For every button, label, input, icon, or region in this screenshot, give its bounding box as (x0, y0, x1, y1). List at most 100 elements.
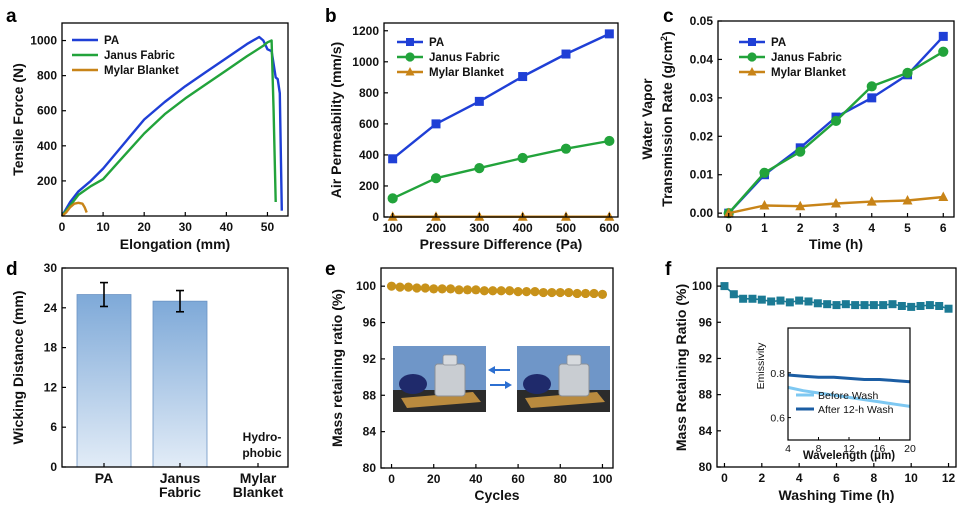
b-ytick-label: 200 (359, 179, 379, 193)
d-ytick-label: 18 (44, 341, 58, 355)
c-ytick-label: 0.03 (690, 91, 714, 105)
bar (152, 300, 208, 468)
inset-series-0 (787, 385, 911, 408)
inset-xtick-label: 12 (843, 443, 855, 455)
inset-series-1 (787, 373, 911, 384)
inset-xtick-label: 16 (874, 443, 886, 455)
e-xtick-label: 60 (511, 472, 525, 486)
e-xtick-label: 80 (554, 472, 568, 486)
f-xtick-label: 12 (942, 471, 956, 485)
x-axis-label: Cycles (474, 487, 519, 503)
data-point (547, 287, 557, 298)
series-pa-point (604, 29, 614, 39)
data-point (555, 287, 565, 298)
f-ytick-label: 88 (699, 388, 713, 402)
d-ytick-label: 0 (50, 460, 57, 474)
f-ytick-label: 96 (699, 315, 713, 329)
y-axis-label: Mass Retaining Ratio (%) (673, 284, 689, 451)
x-axis-label: Pressure Difference (Pa) (420, 236, 583, 252)
data-point (513, 287, 523, 297)
legend-c-label: PA (771, 37, 786, 49)
a-xtick-label: 10 (96, 220, 110, 234)
b-ytick-label: 0 (372, 210, 379, 224)
a-xtick-label: 0 (59, 220, 66, 234)
data-point (841, 300, 850, 309)
a-ytick-label: 600 (37, 104, 57, 118)
series-janus-fabric-point (517, 152, 528, 164)
panel-label-c: c (663, 6, 674, 27)
data-point (530, 287, 540, 297)
e-xtick-label: 20 (427, 472, 441, 486)
hydrophobic-note: phobic (242, 446, 282, 460)
c-xtick-label: 1 (761, 221, 768, 235)
data-point (720, 282, 729, 291)
y-axis-label: Tensile Force (N) (10, 63, 26, 176)
hydrophobic-note: Hydro- (243, 430, 282, 444)
photo-weight (558, 363, 590, 397)
inset-background (788, 328, 910, 440)
legend-b-marker (405, 67, 415, 76)
f-xtick-label: 10 (905, 471, 919, 485)
data-point (813, 299, 822, 308)
data-point (795, 296, 804, 305)
series-janus-fabric-point (759, 167, 770, 178)
data-point (907, 302, 916, 311)
x-axis-label: Time (h) (809, 236, 863, 252)
c-ytick-label: 0.05 (690, 14, 714, 28)
photo-glove (399, 374, 427, 394)
series-janus-fabric-point (604, 135, 615, 147)
legend-b-label: Janus Fabric (429, 52, 501, 64)
data-point (832, 301, 841, 310)
axes-a-frame (61, 22, 289, 217)
inset-y-axis-label: Emissivity (755, 342, 767, 389)
data-point (412, 283, 422, 293)
d-ytick-label: 24 (44, 301, 58, 315)
y-axis-label-line2: Transmission Rate (g/cm2) (659, 31, 675, 206)
a-ytick-label: 400 (37, 139, 57, 153)
series-janus-fabric (392, 139, 610, 200)
d-ytick-label: 30 (44, 261, 58, 275)
b-ytick-label: 600 (359, 117, 379, 131)
y-axis-label-sup: 2 (659, 36, 669, 41)
data-point (420, 283, 430, 293)
data-point (597, 289, 608, 299)
a-ytick-label: 200 (37, 174, 57, 188)
panel-a: 0 10 20 30 40 50 200 400 600 800 1000 Elongation (m… (6, 6, 289, 252)
photo-weight-knob (566, 354, 582, 366)
y-axis-label: Mass retaining ratio (%) (329, 289, 345, 447)
c-ytick-label: 0.02 (690, 129, 714, 143)
b-ytick-label: 1200 (352, 24, 379, 38)
data-point (462, 285, 473, 295)
e-ytick-label: 88 (363, 388, 377, 402)
f-xtick-label: 6 (833, 471, 840, 485)
data-point (897, 301, 906, 310)
series-pa-point (561, 49, 571, 59)
data-point (757, 295, 766, 304)
series-pa (60, 35, 283, 217)
inset-legend-label: After 12-h Wash (818, 404, 894, 416)
series-pa (391, 32, 610, 160)
series-pa-point (867, 93, 877, 103)
panel-label-a: a (6, 6, 17, 27)
legend-c-label: Janus Fabric (771, 52, 843, 64)
y-axis-label-line1: Water Vapor (639, 78, 655, 160)
f-ytick-label: 92 (699, 351, 713, 365)
c-ytick-label: 0.04 (690, 52, 714, 66)
category-label: Janus (160, 470, 201, 486)
f-xtick-label: 0 (721, 471, 728, 485)
legend-b-marker (406, 38, 414, 46)
legend-c-label: Mylar Blanket (771, 67, 846, 79)
y-axis-label-end: ) (659, 31, 675, 36)
inset-xtick-label: 20 (904, 443, 916, 455)
axes-e-frame (380, 267, 614, 469)
inset-ytick-label: 0.6 (770, 413, 785, 425)
e-xtick-label: 100 (592, 472, 612, 486)
series-janus-fabric-point (560, 143, 572, 154)
legend-c-marker (747, 67, 757, 76)
inset-ytick-label: 0.8 (770, 368, 785, 380)
b-ytick-label: 800 (359, 86, 379, 100)
axes-b-frame (383, 22, 619, 218)
inset-x-axis-label: Wavelength (μm) (803, 450, 895, 462)
